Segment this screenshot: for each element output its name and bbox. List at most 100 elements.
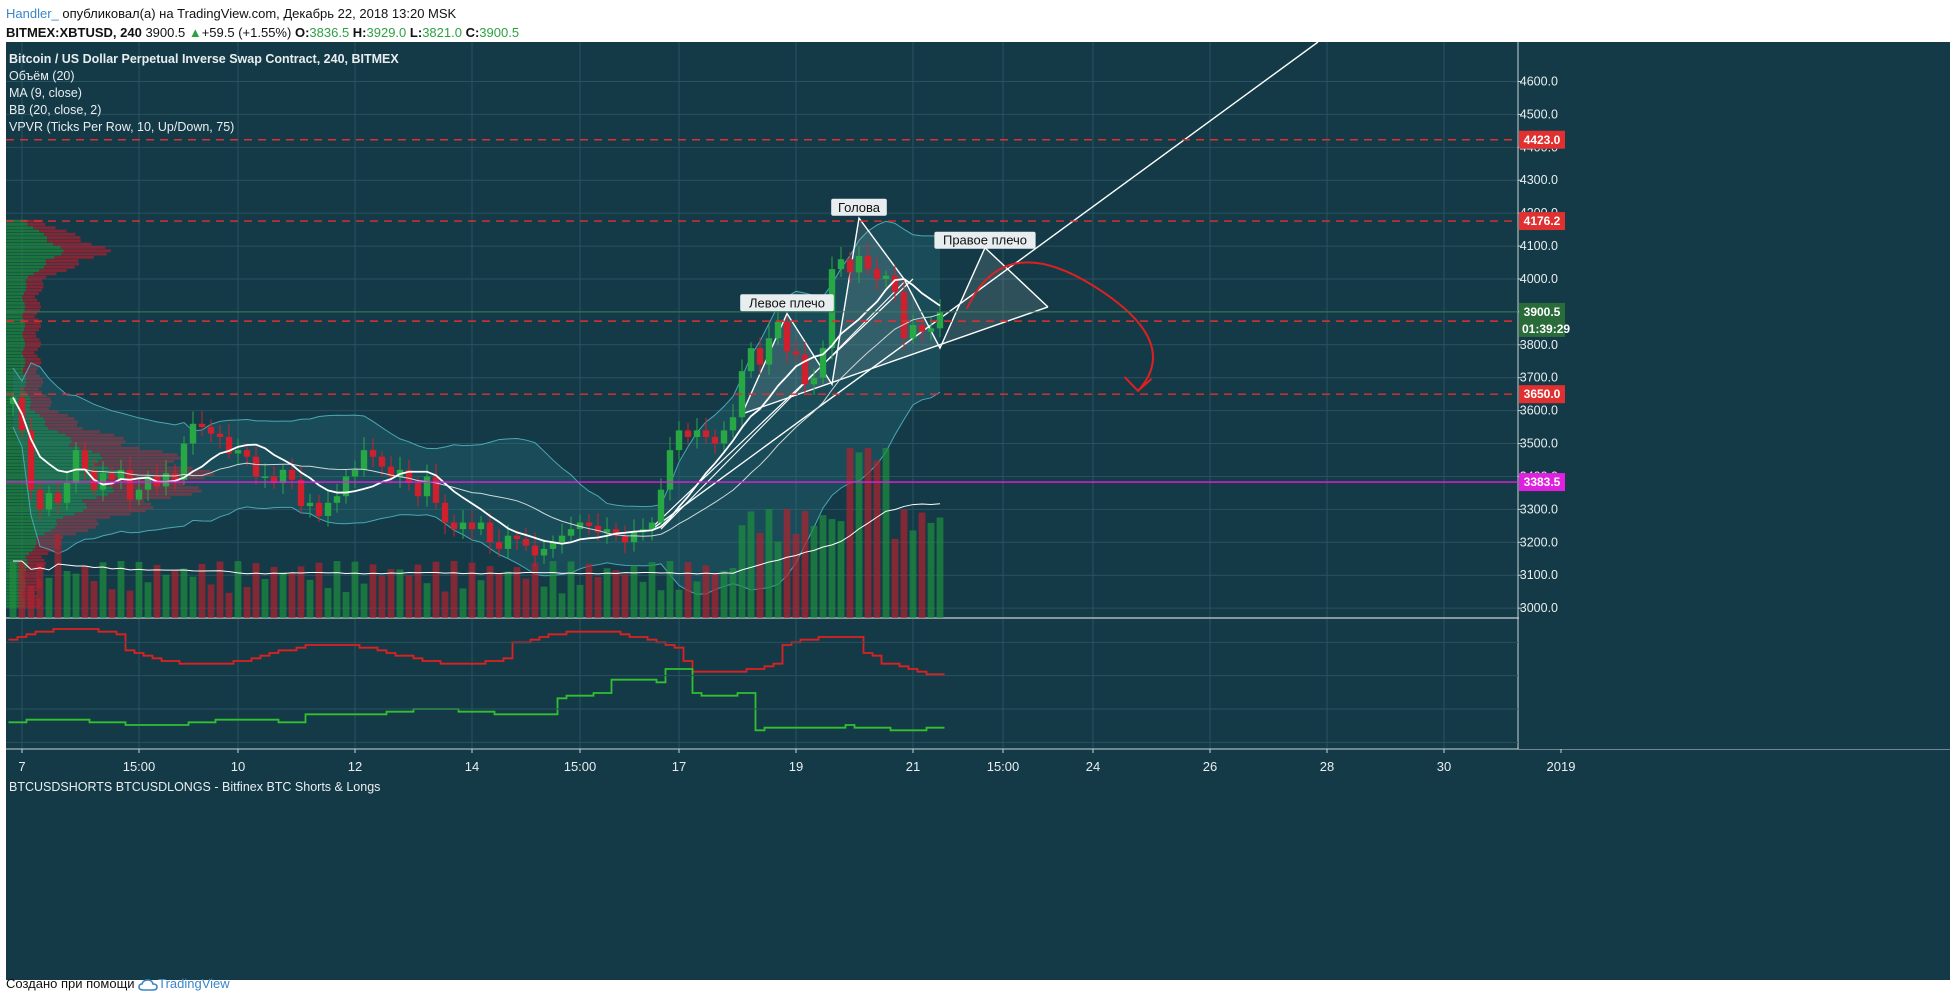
last-price-tag	[1519, 302, 1565, 337]
candle-body	[36, 489, 44, 510]
legend-ma[interactable]: MA (9, close)	[9, 86, 82, 100]
candle-body	[81, 450, 89, 470]
candle-body	[837, 259, 845, 270]
vpvr-down-bar	[63, 515, 111, 519]
volume-bar	[702, 565, 710, 618]
volume-bar	[288, 572, 296, 618]
candle-body	[450, 522, 458, 530]
legend-vpvr[interactable]: VPVR (Ticks Per Row, 10, Up/Down, 75)	[9, 120, 235, 134]
candle-body	[558, 535, 566, 543]
candle-body	[864, 255, 872, 270]
price-tick-label: 4100.0	[1520, 239, 1558, 253]
last-price-label: 3900.5	[1524, 305, 1561, 319]
volume-bar	[153, 565, 161, 618]
vpvr-down-bar	[25, 581, 42, 585]
volume-bar	[144, 582, 152, 618]
time-tick-label: 15:00	[987, 759, 1020, 774]
volume-bar	[585, 563, 593, 618]
vpvr-up-bar	[6, 318, 24, 322]
volume-bar	[801, 511, 809, 618]
candle-body	[702, 430, 710, 437]
vpvr-up-bar	[6, 562, 28, 565]
vpvr-up-bar	[6, 275, 29, 279]
vpvr-down-bar	[24, 302, 41, 305]
price-tick-label: 3000.0	[1520, 601, 1558, 615]
vpvr-down-bar	[85, 502, 152, 506]
candle-body	[846, 259, 854, 273]
vpvr-down-bar	[61, 252, 107, 256]
volume-bar	[846, 448, 854, 618]
volume-bars	[9, 448, 944, 618]
vpvr-down-bar	[25, 341, 41, 345]
volume-bar	[180, 568, 188, 618]
candle-body	[252, 456, 260, 477]
vpvr-down-bar	[60, 246, 106, 249]
vpvr-down-bar	[74, 512, 131, 516]
candle-body	[513, 535, 521, 540]
vpvr-down-bar	[44, 232, 76, 236]
candle-body	[621, 535, 629, 543]
trend-line-2	[651, 41, 1319, 530]
candle-body	[117, 469, 125, 480]
time-tick-label: 7	[18, 759, 25, 774]
candle-body	[414, 483, 422, 497]
open-label: O:	[294, 25, 310, 40]
vpvr-down-bar	[103, 483, 184, 486]
candle-body	[675, 430, 683, 451]
volume-bar	[549, 561, 557, 618]
tradingview-link[interactable]: TradingView	[158, 976, 230, 991]
volume-bar	[531, 563, 539, 618]
time-tick-label: 19	[789, 759, 803, 774]
vpvr-down-bar	[24, 387, 39, 391]
price-level-label: 3383.5	[1524, 475, 1561, 489]
vpvr-up-bar	[6, 226, 34, 230]
vpvr-up-bar	[6, 433, 66, 437]
author-link[interactable]: Handler_	[6, 6, 59, 21]
high-value: 3929.0	[366, 25, 407, 40]
price-tick-label: 4300.0	[1520, 173, 1558, 187]
volume-bar	[360, 583, 368, 618]
volume-bar	[207, 584, 215, 618]
vpvr-up-bar	[6, 456, 103, 460]
head-shoulders-pattern	[651, 41, 1319, 530]
candle-body	[198, 423, 206, 428]
volume-bar	[522, 578, 530, 618]
legend-bb[interactable]: BB (20, close, 2)	[9, 103, 102, 117]
time-tick-label: 24	[1086, 759, 1100, 774]
volume-bar	[216, 561, 224, 618]
vpvr-up-bar	[6, 381, 27, 384]
vpvr-up-bar	[6, 374, 25, 378]
vpvr-down-bar	[25, 384, 42, 388]
vpvr-up-bar	[6, 265, 44, 269]
volume-bar	[684, 562, 692, 618]
vpvr-up-bar	[6, 377, 27, 381]
vpvr-down-bar	[25, 390, 42, 394]
vpvr-down-bar	[100, 453, 178, 457]
candle-body	[540, 548, 548, 556]
sub-legend[interactable]: BTCUSDSHORTS BTCUSDLONGS - Bitfinex BTC …	[9, 780, 381, 794]
candle-body	[477, 522, 485, 530]
vpvr-down-bar	[43, 417, 75, 421]
candle-body	[594, 525, 602, 533]
price-level-tag	[1519, 212, 1565, 231]
vpvr-down-bar	[33, 272, 57, 276]
vpvr-down-bar	[22, 334, 37, 338]
volume-bar	[243, 587, 251, 618]
volume-bar	[162, 574, 170, 618]
annotation-text: Левое плечо	[749, 295, 825, 310]
volume-bar	[918, 512, 926, 618]
candle-body	[630, 532, 638, 543]
vpvr-down-bar	[118, 469, 210, 473]
legend-volume[interactable]: Объём (20)	[9, 69, 75, 83]
vpvr-up-bar	[6, 367, 24, 371]
candle-body	[531, 545, 539, 556]
tradingview-cloud-icon	[138, 978, 158, 991]
volume-bar	[342, 591, 350, 618]
volume-bar	[252, 562, 260, 618]
volume-bar	[729, 567, 737, 618]
candle-body	[873, 269, 881, 279]
vpvr-down-bar	[22, 331, 36, 335]
volume-bar	[666, 561, 674, 618]
